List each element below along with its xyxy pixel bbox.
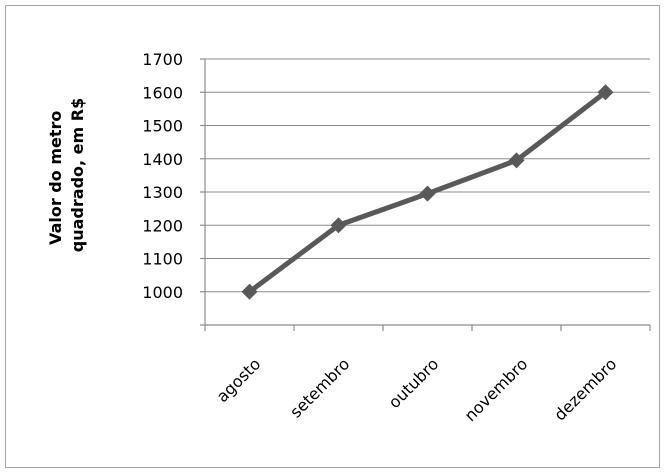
y-tick-label: 1400 [142, 150, 183, 169]
x-tick-label: outubro [385, 354, 443, 412]
y-tick-label: 1300 [142, 183, 183, 202]
y-axis-label-line-2: quadrado, em R$ [68, 98, 87, 252]
y-tick-labels: 1000 1100 1200 1300 1400 1500 1600 1700 [142, 50, 183, 302]
y-tick-label: 1600 [142, 83, 183, 102]
x-tick-label: setembro [286, 354, 353, 421]
y-tick-label: 1000 [142, 283, 183, 302]
y-tick-label: 1200 [142, 216, 183, 235]
x-tick-label: agosto [213, 354, 265, 406]
gridlines [205, 59, 650, 292]
y-tick-label: 1700 [142, 50, 183, 69]
x-tick-labels: agosto setembro outubro novembro dezembro [213, 354, 621, 425]
y-axis-label-line-1: Valor do metro [46, 111, 65, 245]
x-tick-label: dezembro [550, 354, 620, 424]
data-point-outubro [420, 186, 436, 202]
y-tick-label: 1100 [142, 250, 183, 269]
x-tick-label: novembro [461, 354, 532, 425]
y-axis-label: Valor do metro quadrado, em R$ [46, 98, 87, 252]
y-tick-label: 1500 [142, 117, 183, 136]
